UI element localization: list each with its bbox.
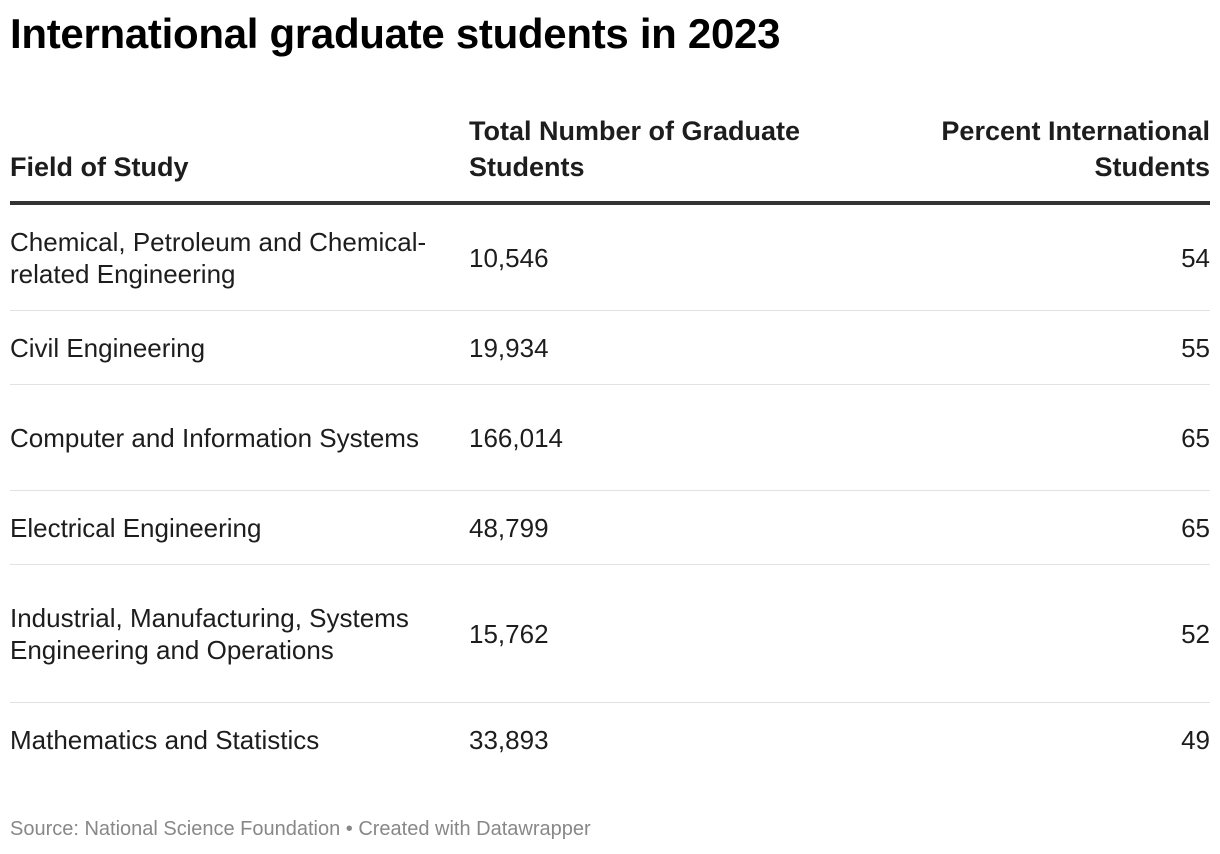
cell-field: Electrical Engineering [10,490,469,565]
cell-total: 48,799 [469,490,889,565]
cell-percent: 52 [889,564,1210,703]
column-header-total[interactable]: Total Number of Graduate Students [469,113,889,205]
column-header-percent[interactable]: Percent International Students [889,113,1210,205]
cell-field: Civil Engineering [10,310,469,385]
cell-total: 33,893 [469,725,549,755]
table-row: Chemical, Petroleum and Chemical-related… [10,203,1210,311]
column-header-field[interactable]: Field of Study [10,113,469,205]
table-row: Industrial, Manufacturing, Systems Engin… [10,564,1210,703]
table-row: Electrical Engineering 48,799 65 [10,490,1210,565]
table-row: Civil Engineering 19,934 55 [10,310,1210,385]
cell-field: Chemical, Petroleum and Chemical-related… [10,203,469,311]
cell-field: Computer and Information Systems [10,384,469,491]
header-row: Field of Study Total Number of Graduate … [10,113,1210,205]
table-row: Mathematics and Statistics 33,893 49 [10,703,1210,778]
cell-field: Industrial, Manufacturing, Systems Engin… [10,564,469,703]
cell-total: 166,014 [469,384,889,491]
source-note: Source: National Science Foundation • Cr… [10,818,591,840]
cell-field: Mathematics and Statistics [10,725,320,755]
data-table: Field of Study Total Number of Graduate … [10,113,1210,777]
cell-total: 10,546 [469,203,889,311]
cell-percent: 49 [1181,725,1210,755]
cell-percent: 55 [889,310,1210,385]
cell-percent: 54 [889,203,1210,311]
cell-percent: 65 [889,384,1210,491]
table-row: Computer and Information Systems 166,014… [10,384,1210,491]
chart-title: International graduate students in 2023 [10,10,781,57]
cell-percent: 65 [889,490,1210,565]
cell-total: 15,762 [469,564,889,703]
cell-total: 19,934 [469,310,889,385]
